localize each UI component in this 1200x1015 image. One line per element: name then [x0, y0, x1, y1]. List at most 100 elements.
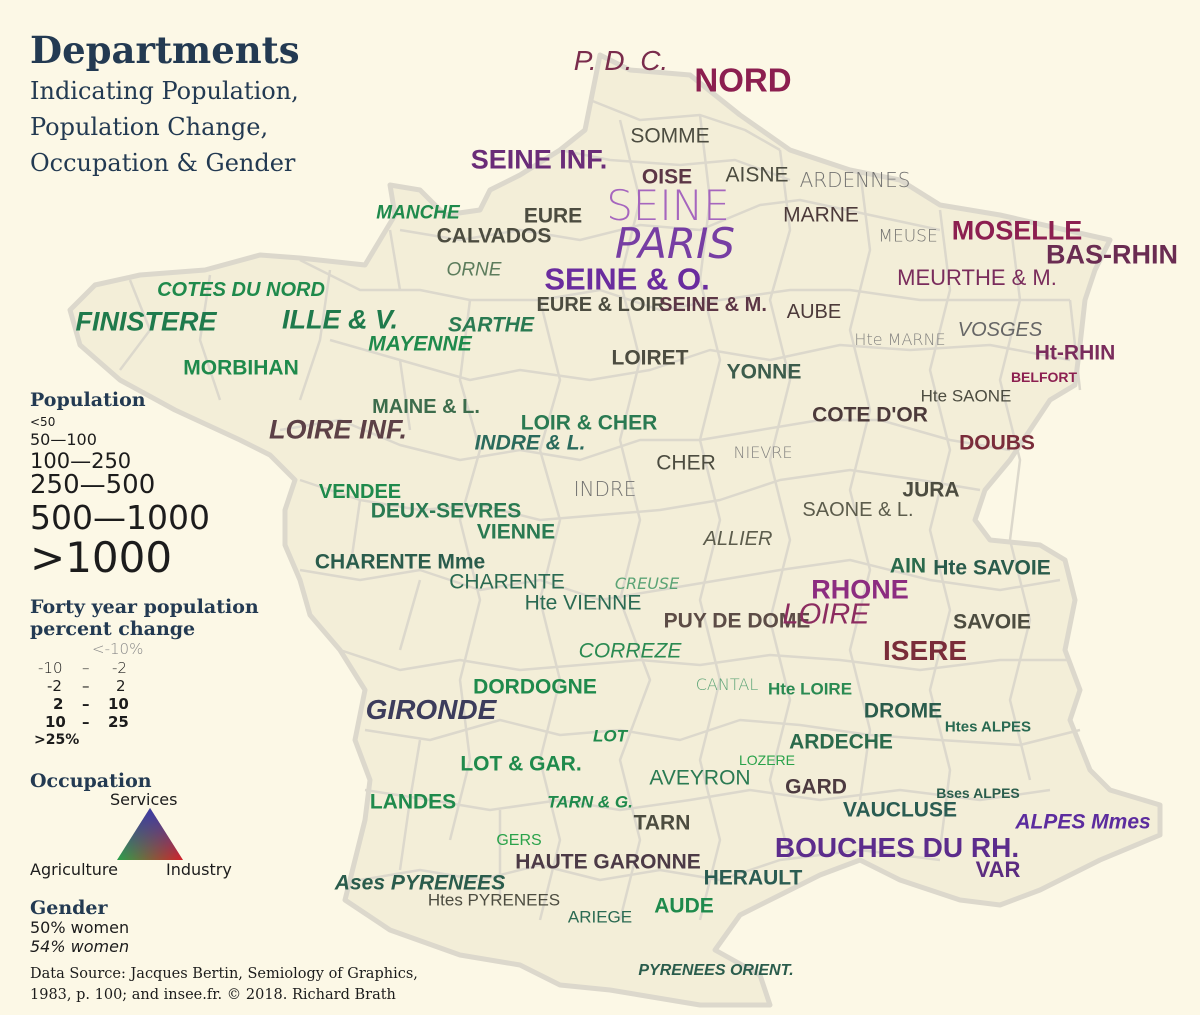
department-label: CALVADOS: [436, 224, 552, 248]
department-label: TARN: [633, 811, 691, 835]
department-label: Hte SAONE: [920, 386, 1012, 406]
department-label: AISNE: [725, 163, 789, 187]
department-label: Hte SAVOIE: [933, 556, 1051, 580]
change-legend-item: 10: [108, 695, 129, 713]
department-label: Bses ALPES: [936, 785, 1020, 801]
department-label: SEINE & M.: [659, 294, 767, 316]
france-outline: [67, 52, 1163, 1008]
department-label: BOUCHES DU RH.: [774, 832, 1020, 863]
population-legend-item: >1000: [30, 533, 173, 582]
department-label: AUDE: [654, 894, 714, 918]
department-label: ALLIER: [703, 528, 773, 550]
department-label: SEINE: [606, 181, 730, 230]
occupation-legend-heading: Occupation: [30, 770, 152, 792]
department-label: VOSGES: [957, 319, 1043, 341]
change-legend-item: >25%: [34, 732, 80, 748]
department-label: ILLE & V.: [281, 304, 399, 335]
department-label: MAYENNE: [368, 332, 472, 356]
department-label: DROME: [863, 699, 943, 723]
population-legend-item: 100—250: [30, 449, 132, 473]
department-label: MAINE & L.: [372, 396, 480, 418]
department-label: EURE & LOIR: [536, 294, 666, 316]
department-label: LANDES: [369, 790, 457, 814]
source-line-1: Data Source: Jacques Bertin, Semiology o…: [30, 966, 418, 982]
department-label: MORBIHAN: [183, 356, 299, 380]
department-label: NORD: [694, 61, 792, 99]
department-label: YONNE: [726, 360, 802, 384]
department-label: VAUCLUSE: [843, 798, 957, 822]
department-label: SARTHE: [448, 313, 534, 337]
department-label: COTE D'OR: [812, 403, 928, 427]
department-label: LOZERE: [738, 752, 796, 768]
department-label: LOT: [593, 726, 627, 746]
change-legend-item: <-10%: [92, 640, 144, 658]
change-legend-item: 2: [53, 695, 64, 713]
population-legend-item: 250—500: [30, 470, 156, 500]
change-legend-item: -2: [47, 677, 62, 695]
department-label: PARIS: [614, 219, 736, 268]
department-label: DORDOGNE: [473, 675, 597, 699]
department-label: CHARENTE Mme: [314, 550, 486, 574]
gender-legend-italic: 54% women: [30, 937, 130, 956]
department-label: SAONE & L.: [802, 499, 914, 521]
change-legend-heading-2: percent change: [30, 618, 196, 640]
department-label: TARN & G.: [547, 792, 633, 812]
population-legend-heading: Population: [30, 389, 146, 411]
department-label: LOIR & CHER: [520, 411, 658, 435]
change-legend-item: 2: [116, 677, 126, 695]
change-legend-heading-1: Forty year population: [30, 596, 259, 618]
department-label: BAS-RHIN: [1046, 239, 1178, 270]
subtitle-line-1: Indicating Population,: [30, 77, 299, 105]
department-label: Hte LOIRE: [767, 679, 853, 699]
change-legend-item: -2: [112, 659, 127, 677]
department-label: Hte MARNE: [854, 330, 946, 349]
change-legend-item: -10: [38, 659, 63, 677]
department-label: NIEVRE: [733, 443, 793, 462]
department-label: SOMME: [630, 124, 710, 148]
change-legend-dash: –: [82, 659, 90, 677]
department-label: Ht-RHIN: [1034, 341, 1116, 365]
population-legend-item: 50—100: [30, 430, 97, 449]
department-label: VAR: [975, 857, 1021, 882]
department-label: CHARENTE: [449, 570, 565, 594]
department-label: SEINE INF.: [470, 144, 608, 175]
department-label: SAVOIE: [953, 610, 1031, 634]
change-legend-dash: –: [82, 677, 90, 695]
department-label: MANCHE: [376, 202, 460, 224]
department-label: HERAULT: [703, 866, 803, 890]
map-title: Departments: [30, 28, 300, 72]
department-borders: [119, 98, 1082, 921]
change-legend-item: 25: [108, 713, 129, 731]
department-label: INDRE & L.: [474, 431, 586, 455]
department-label: ARIEGE: [567, 907, 633, 927]
department-label: RHONE: [811, 574, 909, 605]
department-label: EURE: [523, 204, 583, 228]
department-label: AUBE: [786, 301, 842, 323]
department-label: LOIRET: [611, 346, 689, 370]
gender-legend-heading: Gender: [30, 897, 108, 919]
department-label: VIENNE: [476, 520, 556, 544]
department-label: OISE: [641, 165, 693, 189]
occupation-industry-label: Industry: [166, 860, 232, 879]
subtitle-line-2: Population Change,: [30, 113, 269, 141]
department-label: P. D. C.: [573, 45, 669, 76]
occupation-services-label: Services: [110, 790, 178, 809]
population-legend-item: <50: [30, 415, 56, 429]
occupation-agriculture-label: Agriculture: [30, 860, 118, 879]
gender-legend-normal: 50% women: [30, 918, 130, 937]
department-label: CHER: [656, 451, 716, 475]
department-label: Hte VIENNE: [524, 591, 642, 615]
department-label: COTES DU NORD: [157, 279, 325, 301]
population-legend-item: 500—1000: [30, 498, 210, 537]
department-label: Ases PYRENEES: [334, 871, 506, 895]
department-label: ISERE: [882, 635, 968, 666]
department-label: SEINE & O.: [544, 261, 710, 297]
department-label: BELFORT: [1010, 369, 1078, 385]
department-label: PYRENEES ORIENT.: [638, 962, 794, 979]
change-legend-dash: –: [82, 713, 90, 731]
department-label: LOIRE INF.: [268, 414, 408, 445]
department-label: PUY DE DOME: [663, 609, 811, 633]
department-label: ORNE: [446, 259, 502, 281]
department-label: ALPES Mmes: [1015, 810, 1151, 834]
